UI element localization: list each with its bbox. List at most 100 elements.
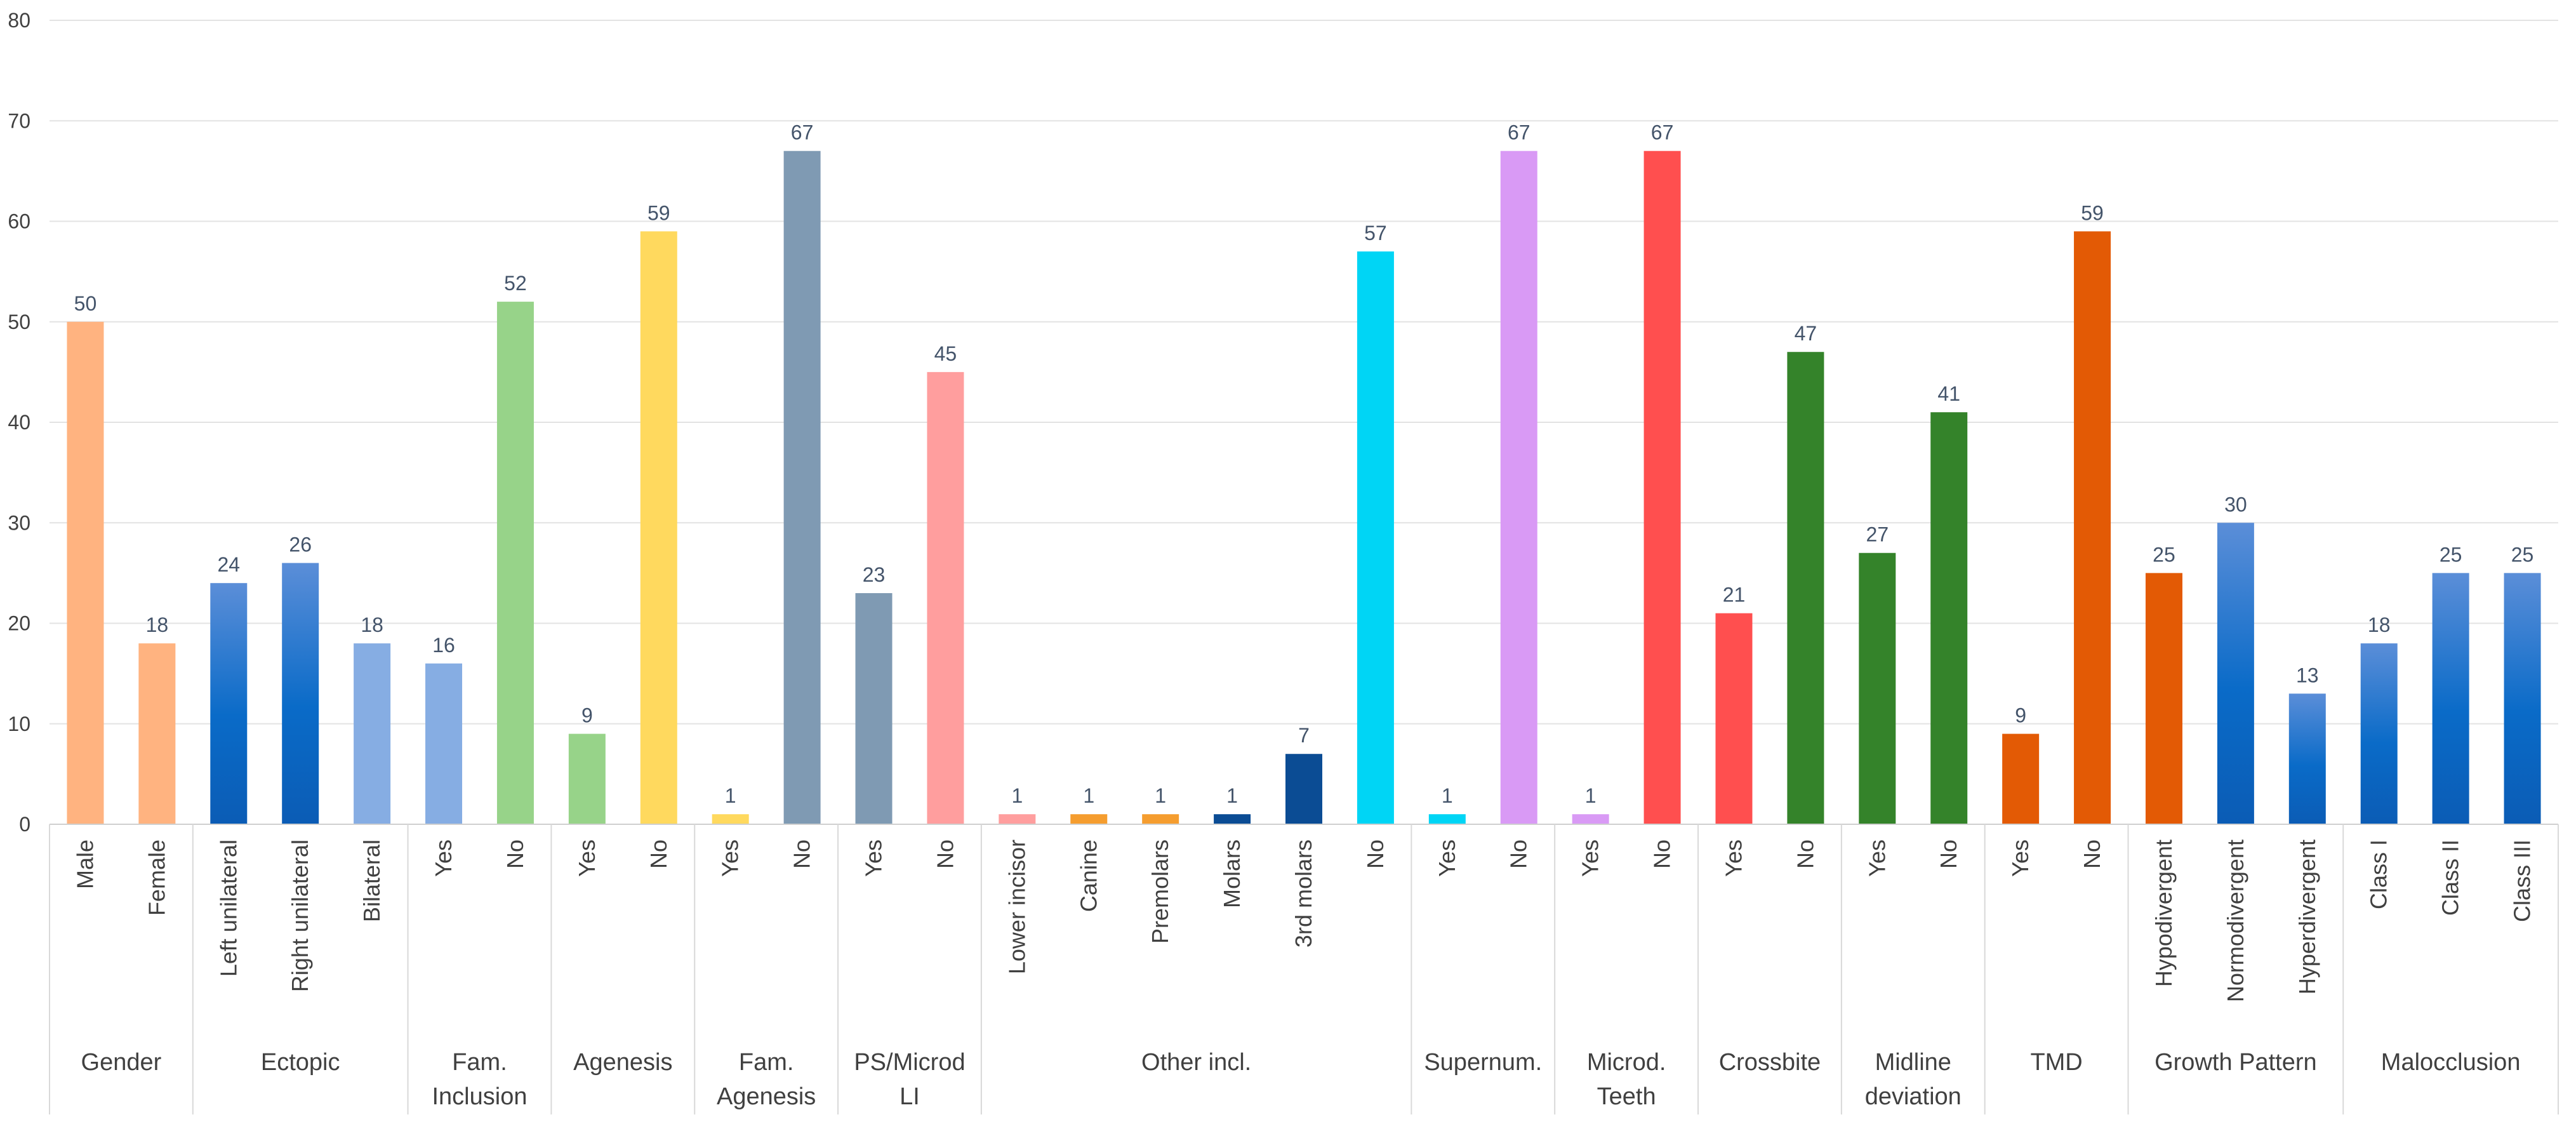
group-label-line: LI xyxy=(900,1083,920,1110)
bar xyxy=(138,643,176,824)
data-label: 25 xyxy=(2440,543,2462,566)
data-label: 27 xyxy=(1866,523,1889,546)
category-label: Lower incisor xyxy=(1004,840,1030,974)
group-label: PS/Microd LI xyxy=(854,1049,965,1110)
bar xyxy=(1715,613,1753,824)
bar xyxy=(67,321,104,824)
category-label: No xyxy=(646,840,672,869)
bar xyxy=(496,302,534,825)
data-label: 57 xyxy=(1364,222,1387,244)
bar xyxy=(783,151,821,825)
category-label: Yes xyxy=(2007,840,2033,877)
category-label: Bilateral xyxy=(359,840,385,922)
category-label: 3rd molars xyxy=(1291,840,1317,947)
bar xyxy=(2002,733,2040,824)
data-label: 1 xyxy=(1011,784,1023,807)
data-label: 67 xyxy=(791,121,814,144)
category-label: Left unilateral xyxy=(215,840,241,977)
data-label: 18 xyxy=(2368,613,2391,636)
data-label: 1 xyxy=(1442,784,1453,807)
data-label: 1 xyxy=(725,784,736,807)
y-tick-label: 50 xyxy=(8,311,30,333)
category-label: No xyxy=(502,840,528,869)
bar xyxy=(1357,251,1394,825)
bar xyxy=(2360,643,2398,824)
group-label-line: Midline xyxy=(1875,1049,1951,1076)
category-label: Right unilateral xyxy=(287,840,313,992)
bar xyxy=(2288,693,2326,824)
category-label: No xyxy=(789,840,815,869)
category-label: No xyxy=(1935,840,1962,869)
bar xyxy=(210,583,248,824)
category-label: Class I xyxy=(2366,840,2392,909)
category-label: No xyxy=(1362,840,1388,869)
category-label: Premolars xyxy=(1147,840,1173,944)
group-label: Gender xyxy=(81,1049,162,1076)
data-label: 41 xyxy=(1937,382,1960,405)
data-label: 13 xyxy=(2296,664,2319,686)
bar xyxy=(425,663,463,824)
y-tick-label: 60 xyxy=(8,210,30,233)
y-tick-label: 20 xyxy=(8,612,30,635)
bar xyxy=(1572,814,1609,824)
data-label: 45 xyxy=(934,342,957,365)
data-label: 59 xyxy=(647,201,670,224)
y-tick-label: 80 xyxy=(8,9,30,32)
group-label: Fam. Agenesis xyxy=(717,1049,816,1110)
group-label: Ectopic xyxy=(261,1049,340,1076)
group-label-line: Microd. xyxy=(1587,1049,1666,1076)
bar xyxy=(1142,814,1179,824)
group-label: Malocclusion xyxy=(2381,1049,2521,1076)
category-label: Molars xyxy=(1219,840,1245,908)
bar xyxy=(2074,231,2111,824)
category-label: Class II xyxy=(2438,840,2464,916)
bar xyxy=(568,733,606,824)
category-label: Hyperdivergent xyxy=(2294,840,2320,994)
data-label: 47 xyxy=(1795,322,1817,345)
bar xyxy=(999,814,1036,824)
data-label: 1 xyxy=(1585,784,1597,807)
category-label: Yes xyxy=(717,840,743,877)
group-label: Growth Pattern xyxy=(2154,1049,2317,1076)
data-label: 26 xyxy=(289,533,312,556)
data-label: 25 xyxy=(2153,543,2175,566)
bar xyxy=(1500,151,1537,825)
data-label: 52 xyxy=(504,272,527,295)
bar xyxy=(2432,573,2469,824)
group-label-line: PS/Microd xyxy=(854,1049,965,1076)
data-label: 1 xyxy=(1226,784,1238,807)
bar xyxy=(1859,552,1896,824)
bar xyxy=(1787,352,1824,824)
data-label: 30 xyxy=(2224,493,2247,516)
data-label: 18 xyxy=(146,613,169,636)
category-label: Canine xyxy=(1075,840,1101,912)
group-label-line: Fam. xyxy=(452,1049,507,1076)
group-label-line: Fam. xyxy=(739,1049,794,1076)
group-label: Fam. Inclusion xyxy=(432,1049,527,1110)
data-label: 18 xyxy=(361,613,383,636)
bar xyxy=(282,563,319,824)
category-label: Normodivergent xyxy=(2222,840,2248,1002)
category-label: No xyxy=(1792,840,1818,869)
data-label: 9 xyxy=(2015,704,2026,727)
bar xyxy=(712,814,749,824)
category-label: Yes xyxy=(861,840,887,877)
data-label: 59 xyxy=(2081,201,2104,224)
bar xyxy=(354,643,391,824)
bar xyxy=(1643,151,1681,825)
data-label: 67 xyxy=(1651,121,1674,144)
bar xyxy=(1428,814,1466,824)
group-label: Other incl. xyxy=(1141,1049,1251,1076)
category-label: No xyxy=(1649,840,1675,869)
data-label: 50 xyxy=(74,292,97,315)
bar xyxy=(2145,573,2182,824)
category-label: Female xyxy=(143,840,169,916)
data-label: 21 xyxy=(1723,584,1746,606)
group-label: Agenesis xyxy=(573,1049,672,1076)
category-label: Yes xyxy=(574,840,600,877)
data-label: 9 xyxy=(581,704,593,727)
category-label: Yes xyxy=(1864,840,1890,877)
group-label-line: Teeth xyxy=(1597,1083,1656,1110)
